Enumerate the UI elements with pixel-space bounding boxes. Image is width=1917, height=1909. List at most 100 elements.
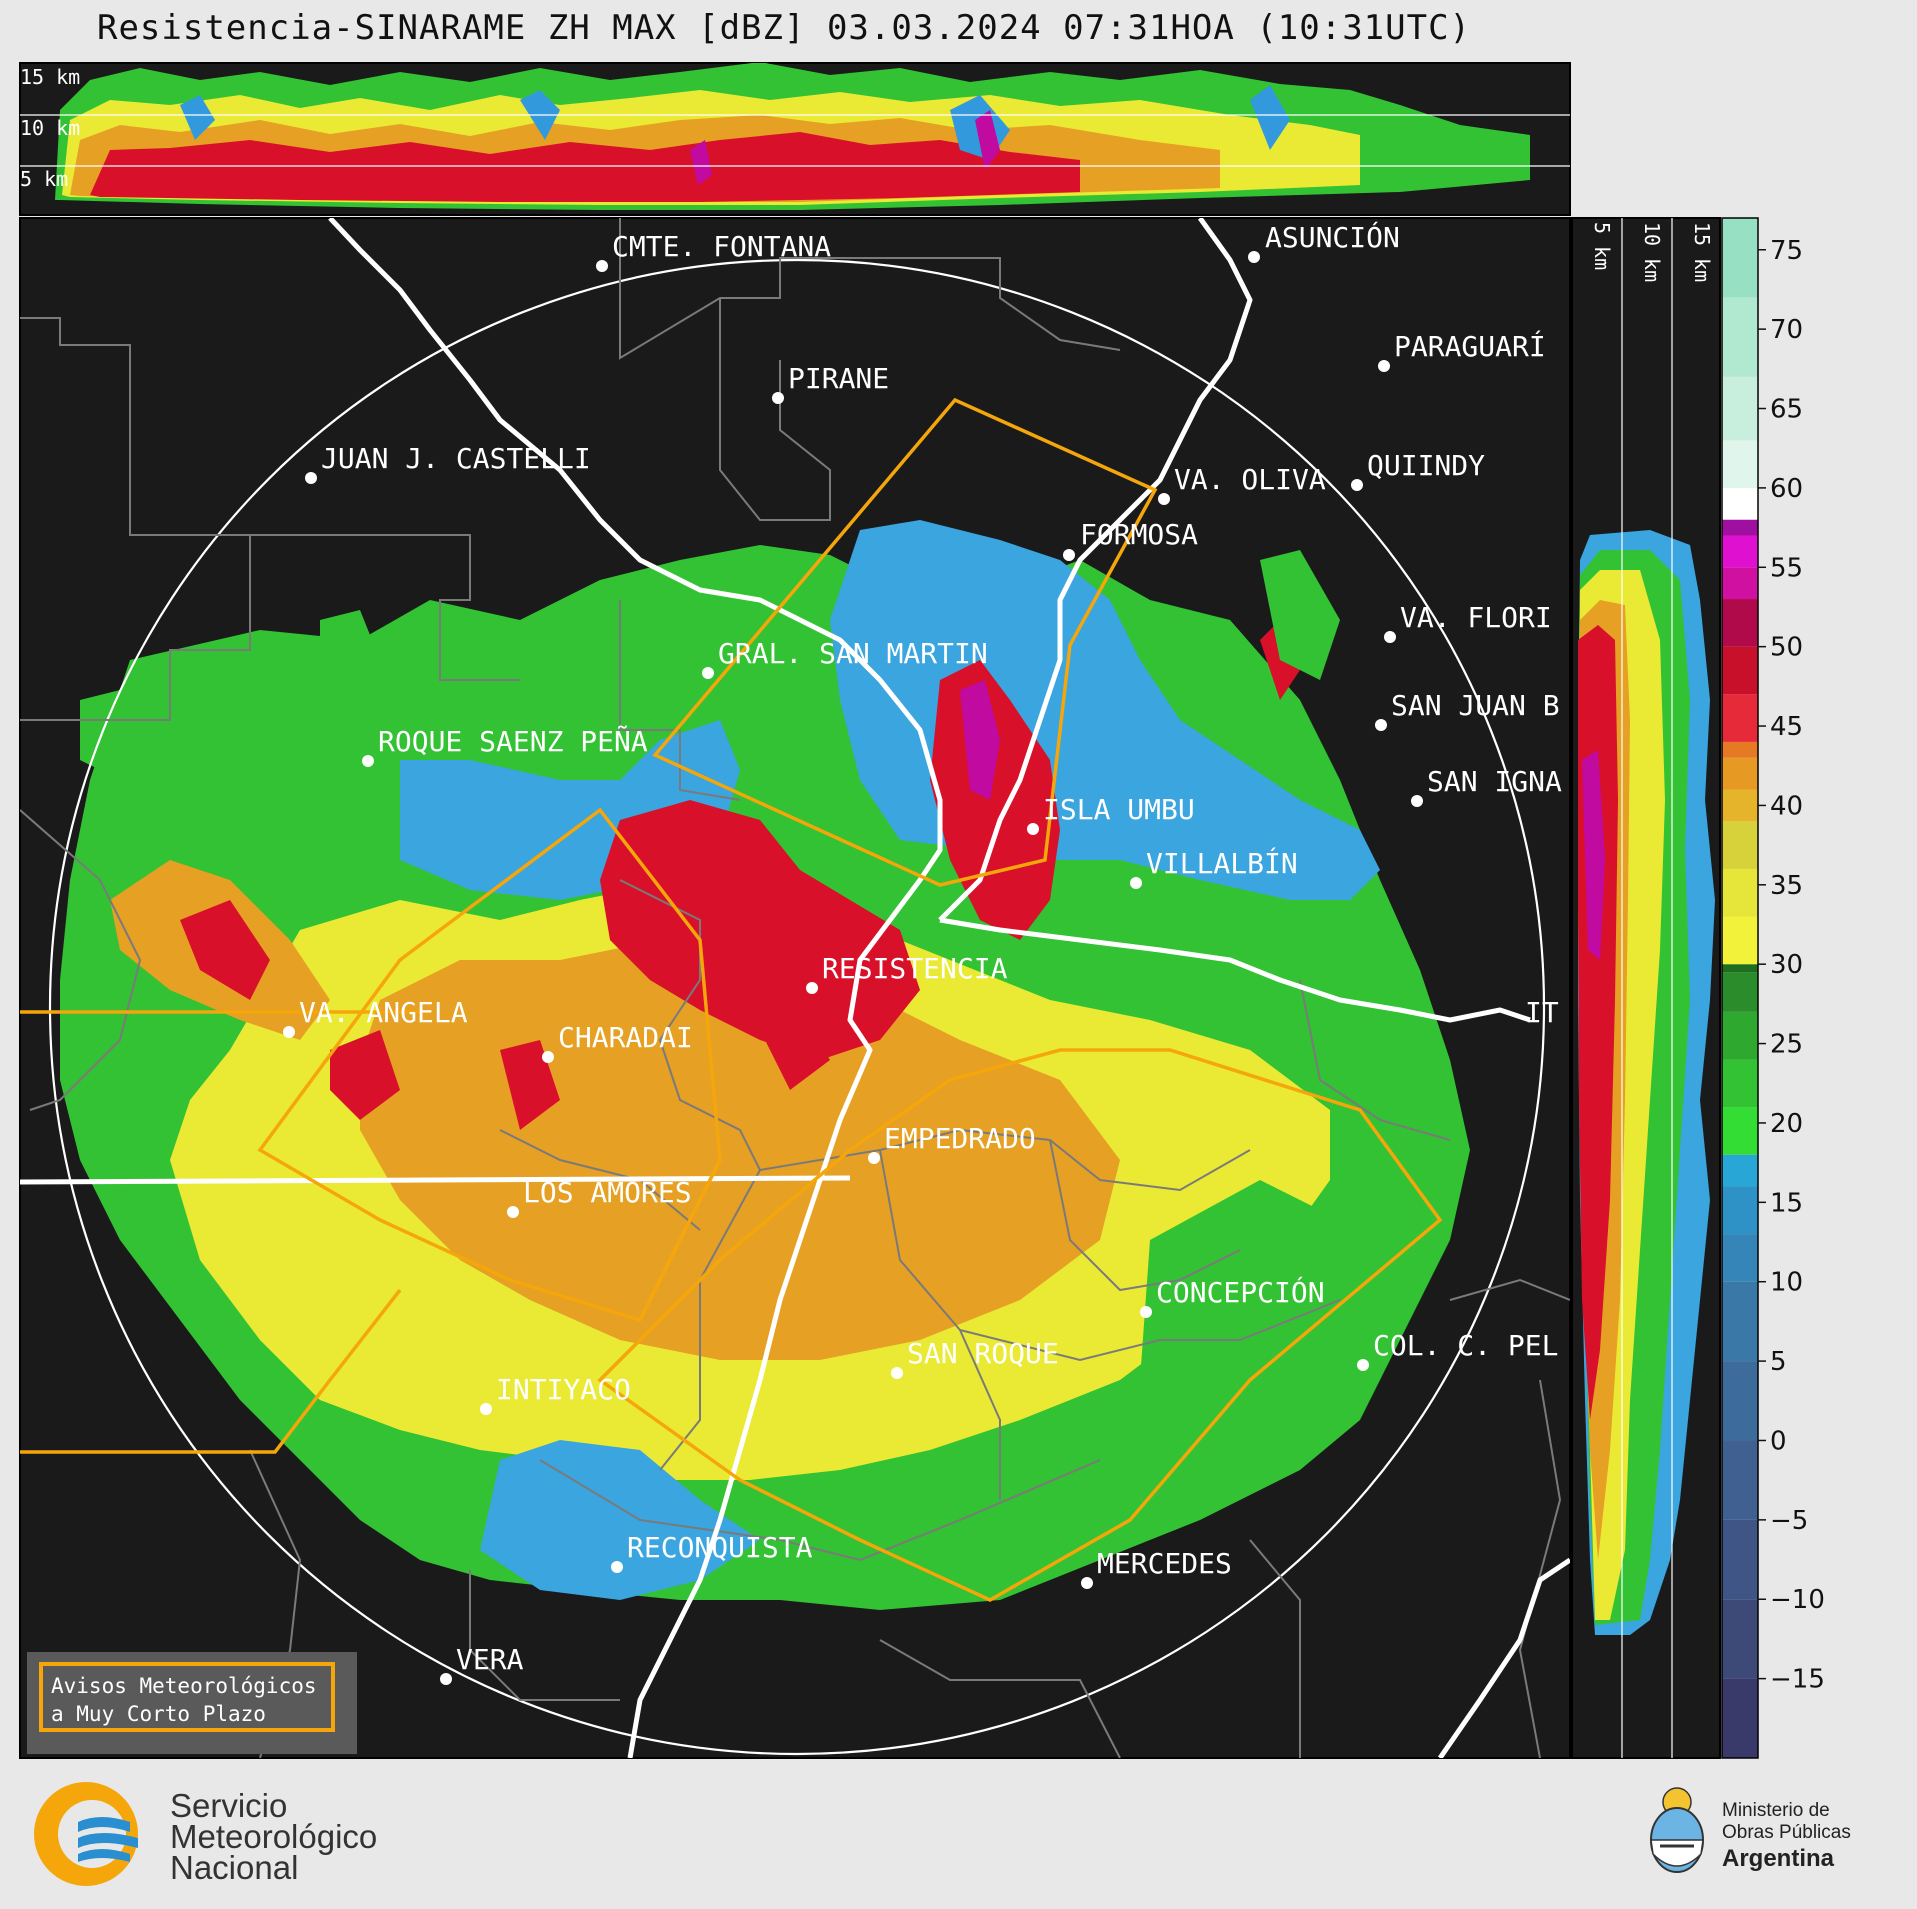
map-title: Resistencia-SINARAME ZH MAX [dBZ] 03.03.… (96, 8, 1472, 48)
colorbar-band (1722, 757, 1758, 790)
colorbar-band (1722, 1186, 1758, 1235)
city-label: FORMOSA (1080, 518, 1198, 551)
city-label: IT (1525, 996, 1559, 1029)
city-label: VERA (456, 1643, 524, 1676)
smn-logo-icon (34, 1782, 138, 1886)
colorbar-band (1722, 535, 1758, 568)
city-label: ASUNCIÓN (1265, 220, 1400, 254)
warning-legend-label: Avisos Meteorológicos a Muy Corto Plazo (39, 1662, 335, 1732)
city-label: VA. OLIVA (1174, 463, 1326, 496)
city-label: CMTE. FONTANA (612, 230, 831, 263)
colorbar-tick-label: 15 (1770, 1188, 1803, 1218)
colorbar-band (1722, 1440, 1758, 1520)
colorbar-band (1722, 1107, 1758, 1155)
colorbar-tick-label: 30 (1770, 950, 1803, 980)
colorbar-tick-label: −15 (1770, 1665, 1825, 1695)
reflectivity-field (60, 520, 1470, 1610)
city-label: MERCEDES (1097, 1547, 1232, 1580)
colorbar-tick-label: 50 (1770, 633, 1803, 663)
colorbar-band (1722, 567, 1758, 600)
city-label: INTIYACO (496, 1373, 631, 1406)
city-label: COL. C. PEL (1373, 1329, 1558, 1362)
colorbar-tick-label: 40 (1770, 791, 1803, 821)
colorbar-band (1722, 218, 1758, 298)
side-height-label-10km: 10 km (1640, 222, 1664, 282)
colorbar-band (1722, 972, 1758, 1012)
colorbar-tick-label: 20 (1770, 1109, 1803, 1139)
side-height-label-5km: 5 km (1590, 222, 1614, 270)
city-label: PARAGUARÍ (1394, 329, 1546, 363)
admin-boundaries (20, 218, 1570, 1758)
colorbar-bands (1722, 218, 1758, 1758)
ministry-text: Ministerio de Obras Públicas Argentina (1722, 1800, 1851, 1872)
colorbar-tick-label: 5 (1770, 1347, 1787, 1377)
colorbar-band (1722, 599, 1758, 647)
city-label: CHARADAI (558, 1021, 693, 1054)
colorbar-band (1722, 964, 1758, 973)
colorbar-tick-label: 35 (1770, 871, 1803, 901)
colorbar-band (1722, 1059, 1758, 1108)
city-markers: CMTE. FONTANA ASUNCIÓN PARAGUARÍ PIRANE … (283, 220, 1562, 1685)
colorbar-band (1722, 646, 1758, 695)
range-ring (48, 258, 1546, 1756)
colorbar-tick-label: 75 (1770, 236, 1803, 266)
colorbar-band (1722, 1234, 1758, 1282)
colorbar-band (1722, 916, 1758, 965)
colorbar-tick-label: 10 (1770, 1268, 1803, 1298)
colorbar-tick-label: 0 (1770, 1426, 1787, 1456)
city-label: SAN JUAN B (1391, 689, 1560, 722)
smn-brand-text: Servicio Meteorológico Nacional (170, 1787, 378, 1886)
colorbar-band (1722, 821, 1758, 869)
top-cross-section-panel: 15 km 10 km 5 km (19, 62, 1571, 216)
city-label: VA. FLORI (1400, 601, 1552, 634)
colorbar-tick-label: −10 (1770, 1585, 1825, 1615)
city-label: VILLALBÍN (1146, 846, 1298, 880)
height-label-15km: 15 km (20, 65, 80, 89)
colorbar-tick-label: 65 (1770, 395, 1803, 425)
city-label: JUAN J. CASTELLI (321, 442, 591, 475)
city-label: GRAL. SAN MARTIN (718, 637, 988, 670)
colorbar-tick-label: 60 (1770, 474, 1803, 504)
city-label: SAN IGNA (1427, 765, 1562, 798)
colorbar-tick-label: 70 (1770, 315, 1803, 345)
city-label: CONCEPCIÓN (1156, 1275, 1325, 1309)
city-label: RESISTENCIA (822, 952, 1008, 985)
warning-legend-box: Avisos Meteorológicos a Muy Corto Plazo (27, 1652, 357, 1754)
colorbar-band (1722, 1599, 1758, 1679)
city-label: RECONQUISTA (627, 1531, 813, 1564)
colorbar-band (1722, 1154, 1758, 1187)
argentina-coat-of-arms-icon (1650, 1787, 1704, 1873)
colorbar-band (1722, 1361, 1758, 1441)
side-cross-section-panel: 5 km 10 km 15 km (1571, 217, 1721, 1759)
height-label-5km: 5 km (20, 167, 68, 191)
height-label-10km: 10 km (20, 116, 80, 140)
side-height-label-15km: 15 km (1690, 222, 1714, 282)
colorbar-tick-label: 25 (1770, 1030, 1803, 1060)
city-label: QUIINDY (1367, 449, 1485, 482)
colorbar-band (1722, 868, 1758, 917)
city-label: SAN ROQUE (907, 1337, 1059, 1370)
city-label: VA. ANGELA (299, 996, 468, 1029)
city-label: LOS AMORES (523, 1176, 692, 1209)
colorbar-band (1722, 694, 1758, 742)
colorbar-band (1722, 1519, 1758, 1600)
colorbar-band (1722, 376, 1758, 441)
colorbar-band (1722, 297, 1758, 377)
colorbar-band (1722, 1281, 1758, 1362)
warning-polygons (20, 397, 1443, 1602)
city-label: ROQUE SAENZ PEÑA (378, 724, 648, 758)
city-label: EMPEDRADO (884, 1122, 1036, 1155)
city-label: PIRANE (788, 362, 889, 395)
colorbar-tick-label: 55 (1770, 553, 1803, 583)
colorbar-band (1722, 487, 1758, 520)
colorbar-band (1722, 789, 1758, 822)
main-map-panel: CMTE. FONTANA ASUNCIÓN PARAGUARÍ PIRANE … (19, 217, 1571, 1759)
colorbar-band (1722, 741, 1758, 758)
colorbar-band (1722, 1678, 1758, 1758)
colorbar-band (1722, 519, 1758, 536)
colorbar-tick-label: −5 (1770, 1506, 1808, 1536)
colorbar-band (1722, 440, 1758, 488)
